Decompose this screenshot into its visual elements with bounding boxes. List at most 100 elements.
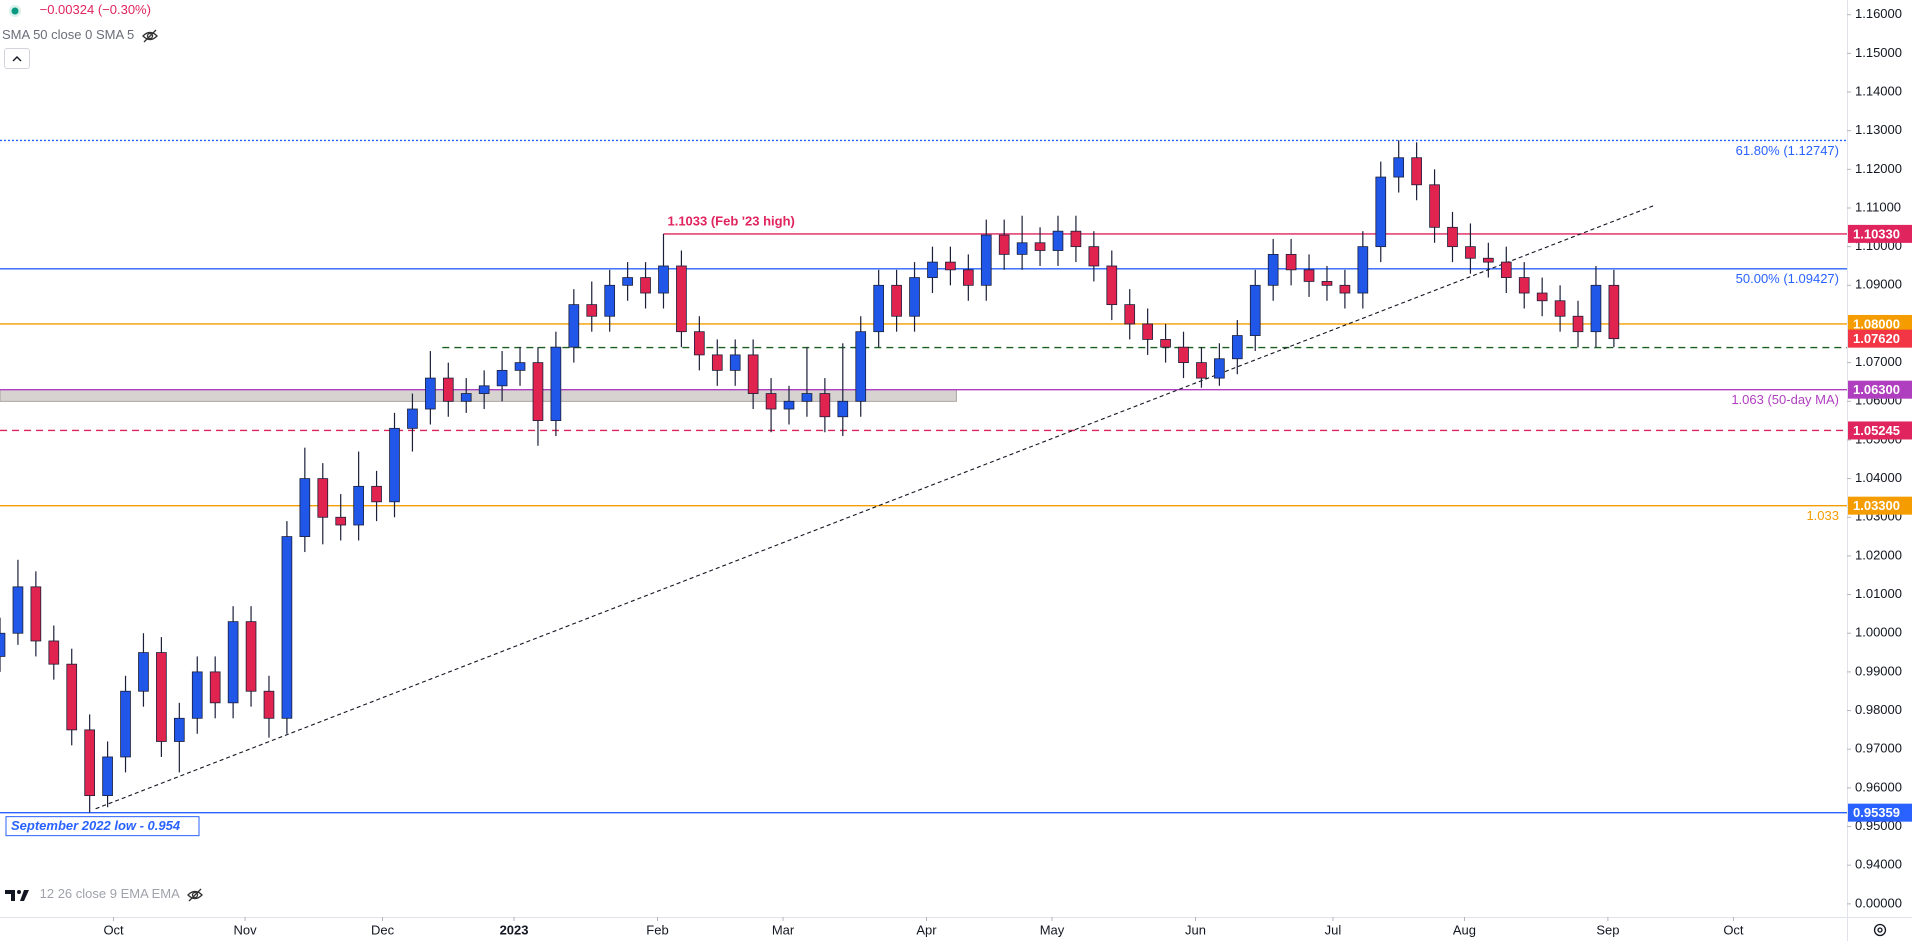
price-axis-box — [1848, 421, 1912, 440]
x-tick-label: Oct — [1723, 922, 1744, 937]
candle-body — [1267, 253, 1279, 286]
candle-body — [604, 284, 616, 317]
candle-body — [1465, 246, 1476, 259]
level-note: 50.00% (1.09427) — [1736, 271, 1839, 286]
candle-body — [227, 621, 239, 704]
y-tick-label: 0.97000 — [1855, 741, 1902, 756]
candle-body — [1375, 176, 1387, 248]
x-tick-label: Feb — [646, 922, 668, 937]
candle-body — [102, 756, 113, 797]
candle-body — [353, 485, 364, 526]
candle-body — [1608, 284, 1620, 340]
candle-body — [389, 427, 400, 503]
candle-body — [765, 393, 777, 410]
y-tick-label: 1.13000 — [1855, 122, 1902, 137]
candle-body — [1339, 284, 1351, 294]
price-axis-box — [1848, 803, 1912, 822]
price-axis-box-label: 1.06300 — [1853, 382, 1900, 397]
indicator-legend[interactable]: SMA 50 close 0 SMA 5 — [2, 27, 158, 43]
candle-body — [658, 265, 669, 294]
candle-body — [711, 354, 723, 371]
candle-body — [1106, 265, 1118, 306]
candle-body — [873, 284, 885, 333]
candle-body — [0, 632, 6, 657]
candle-body — [1214, 358, 1225, 379]
candle-body — [460, 393, 472, 402]
candle-body — [1554, 300, 1566, 317]
plot-background — [0, 0, 1847, 917]
candle-body — [1536, 292, 1548, 302]
candle-body — [1590, 284, 1602, 333]
price-axis-box-label: 0.95359 — [1853, 805, 1900, 820]
candle-body — [209, 671, 221, 704]
y-tick-label: 1.01000 — [1855, 586, 1902, 601]
price-axis-box — [1848, 314, 1912, 333]
candle-body — [371, 485, 382, 503]
y-tick-label: 1.15000 — [1855, 45, 1902, 60]
candle-body — [622, 277, 633, 286]
x-tick-label: Mar — [772, 922, 795, 937]
candle-body — [1500, 261, 1512, 278]
candle-body — [1196, 362, 1207, 379]
candle-body — [1483, 257, 1494, 263]
lower-indicator-legend[interactable]: 12 26 close 9 EMA EMA — [4, 886, 203, 903]
price-axis-box — [1848, 496, 1912, 515]
candle-body — [676, 265, 687, 333]
candle-body — [891, 284, 902, 317]
indicator-name: 12 26 close 9 EMA EMA — [39, 886, 180, 901]
candle-body — [962, 269, 974, 286]
trend-line — [95, 204, 1656, 810]
level-note: 1.033 — [1806, 508, 1839, 523]
candle-body — [909, 277, 920, 317]
candle-body — [1034, 242, 1046, 251]
candle-body — [729, 354, 741, 371]
y-tick-label: 1.07000 — [1855, 354, 1902, 369]
price-axis-box-label: 1.10330 — [1853, 226, 1900, 241]
candle-body — [801, 393, 813, 402]
price-axis-box-label: 1.03300 — [1853, 498, 1900, 513]
price-axis-box-label: 1.08000 — [1853, 316, 1900, 331]
candle-body — [84, 729, 95, 797]
indicator-name: SMA 50 close 0 SMA 5 — [2, 27, 135, 42]
hide-icon[interactable] — [141, 29, 158, 43]
y-tick-label: 0.94000 — [1855, 857, 1902, 872]
candle-body — [425, 377, 436, 410]
y-tick-label: 0.99000 — [1855, 663, 1902, 678]
chevron-icon — [12, 56, 22, 62]
x-tick-label: Aug — [1453, 922, 1476, 937]
candle-body — [1178, 346, 1189, 364]
y-tick-label: 0.98000 — [1855, 702, 1902, 717]
candle-body — [640, 277, 651, 294]
candle-body — [783, 400, 795, 410]
candle-body — [1088, 246, 1100, 267]
candle-body — [1518, 277, 1530, 294]
candle-body — [48, 640, 60, 665]
level-note-box — [5, 816, 200, 837]
y-tick-label: 1.12000 — [1855, 161, 1902, 176]
candle-body — [1124, 304, 1136, 325]
candle-body — [586, 304, 598, 317]
candle-body — [1357, 246, 1369, 294]
candle-body — [945, 261, 956, 271]
y-tick-label: 1.04000 — [1855, 470, 1902, 485]
candle-body — [191, 671, 203, 719]
candle-body — [819, 393, 831, 418]
collapse-button[interactable] — [4, 48, 30, 69]
candle-body — [66, 663, 78, 731]
y-tick-label: 1.09000 — [1855, 277, 1902, 292]
settings-icon[interactable] — [1872, 922, 1888, 938]
x-tick-label: Nov — [234, 922, 258, 937]
hide-icon[interactable] — [186, 888, 203, 902]
price-axis-box — [1848, 380, 1912, 399]
candle-body — [1016, 242, 1028, 255]
candle-body — [1411, 157, 1422, 186]
candle-body — [532, 362, 544, 422]
candle-body — [1572, 315, 1584, 333]
candle-body — [281, 536, 293, 719]
price-axis-box — [1848, 224, 1912, 243]
candle-body — [837, 400, 849, 418]
x-tick-label: May — [1040, 922, 1065, 937]
price-change: −0.00324 (−0.30%) — [39, 2, 151, 17]
y-tick-label: 1.11000 — [1855, 199, 1901, 214]
